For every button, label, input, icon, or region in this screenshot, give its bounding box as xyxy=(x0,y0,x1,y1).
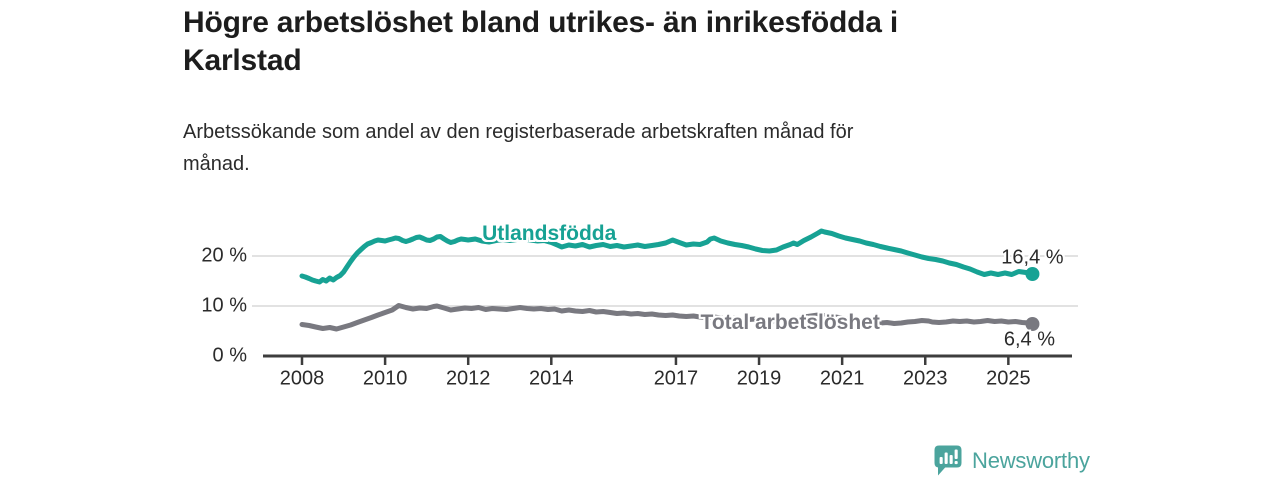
chart-title-line2: Karlstad xyxy=(183,44,302,77)
series-end-dot-1 xyxy=(1025,317,1040,331)
series-line-1 xyxy=(299,303,1035,332)
logo-exclamation-bar xyxy=(954,449,958,459)
chart-title-line1: Högre arbetslöshet bland utrikes- än inr… xyxy=(183,6,898,39)
logo-exclamation-dot xyxy=(954,461,958,465)
series-end-dot-0 xyxy=(1025,267,1040,281)
chart-subtitle: Arbetssökande som andel av den registerb… xyxy=(183,116,1043,180)
logo-bar-tall xyxy=(944,452,948,464)
logo-bar-medium xyxy=(949,455,953,464)
chart-title: Högre arbetslöshet bland utrikes- än inr… xyxy=(183,4,1043,80)
newsworthy-brand-text: Newsworthy xyxy=(972,447,1090,473)
newsworthy-logo-icon xyxy=(934,445,962,476)
logo-bar-short xyxy=(939,457,943,464)
chart-subtitle-line2: månad. xyxy=(183,153,250,175)
newsworthy-attribution: Newsworthy xyxy=(933,444,1090,477)
chart-subtitle-line1: Arbetssökande som andel av den registerb… xyxy=(183,121,854,143)
series-line-0 xyxy=(299,228,1035,285)
